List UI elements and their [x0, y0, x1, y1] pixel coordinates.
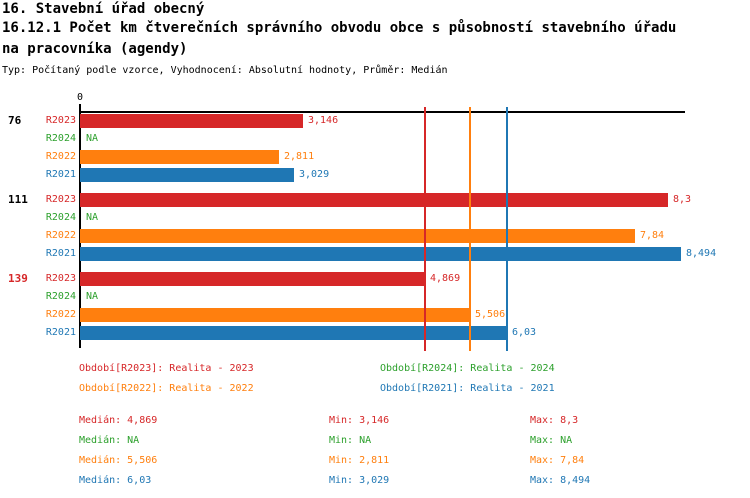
- bar-value-label: 8,3: [673, 194, 692, 205]
- bar-value-label: 4,869: [430, 273, 461, 284]
- group-label: 76: [8, 114, 22, 127]
- bar-na-label: NA: [86, 212, 99, 223]
- report-title-line2: 16.12.1 Počet km čtverečních správního o…: [2, 20, 677, 36]
- bar-row-label: R2024: [45, 212, 76, 223]
- x-axis-zero-label: 0: [76, 92, 84, 103]
- bar-row-label: R2022: [45, 151, 76, 162]
- bar-row-label: R2023: [45, 273, 76, 284]
- bar-value-label: 7,84: [640, 230, 665, 241]
- bar-row-label: R2023: [45, 115, 76, 126]
- legend-item-r2023: Období[R2023]: Realita - 2023: [79, 363, 254, 374]
- bar-row-label: R2022: [45, 230, 76, 241]
- median-line: [469, 107, 471, 351]
- stat-max-r2021: Max: 8,494: [530, 475, 591, 486]
- y-axis-line: [79, 104, 81, 348]
- report-subtitle: Typ: Počítaný podle vzorce, Vyhodnocení:…: [2, 65, 448, 76]
- stat-min-r2021: Min: 3,029: [329, 475, 390, 486]
- bar: [80, 193, 668, 207]
- group-label: 139: [8, 272, 28, 285]
- stat-max-r2023: Max: 8,3: [530, 415, 579, 426]
- stat-median-r2024: Medián: NA: [79, 435, 140, 446]
- stat-median-r2022: Medián: 5,506: [79, 455, 158, 466]
- legend-item-r2021: Období[R2021]: Realita - 2021: [380, 383, 555, 394]
- bar-value-label: 6,03: [512, 327, 537, 338]
- bar-row-label: R2024: [45, 291, 76, 302]
- stat-min-r2024: Min: NA: [329, 435, 372, 446]
- bar-row-label: R2021: [45, 327, 76, 338]
- bar-na-label: NA: [86, 133, 99, 144]
- bar-row-label: R2021: [45, 169, 76, 180]
- legend-item-r2022: Období[R2022]: Realita - 2022: [79, 383, 254, 394]
- bar: [80, 272, 425, 286]
- bar-row-label: R2022: [45, 309, 76, 320]
- bar: [80, 229, 635, 243]
- stat-max-r2022: Max: 7,84: [530, 455, 585, 466]
- bar: [80, 247, 681, 261]
- group-label: 111: [8, 193, 28, 206]
- stat-min-r2022: Min: 2,811: [329, 455, 390, 466]
- median-line: [506, 107, 508, 351]
- bar-value-label: 2,811: [284, 151, 315, 162]
- legend-item-r2024: Období[R2024]: Realita - 2024: [380, 363, 555, 374]
- stat-median-r2023: Medián: 4,869: [79, 415, 158, 426]
- bar-na-label: NA: [86, 291, 99, 302]
- report-title-line3: na pracovníka (agendy): [2, 41, 188, 57]
- bar: [80, 326, 507, 340]
- stat-min-r2023: Min: 3,146: [329, 415, 390, 426]
- bar: [80, 168, 294, 182]
- bar-value-label: 8,494: [686, 248, 717, 259]
- median-line: [424, 107, 426, 351]
- bar-value-label: 3,146: [308, 115, 339, 126]
- bar-value-label: 5,506: [475, 309, 506, 320]
- bar-row-label: R2021: [45, 248, 76, 259]
- bar: [80, 150, 279, 164]
- bar: [80, 308, 470, 322]
- bar: [80, 114, 303, 128]
- x-axis-top-line: [80, 111, 685, 113]
- stat-max-r2024: Max: NA: [530, 435, 573, 446]
- bar-value-label: 3,029: [299, 169, 330, 180]
- bar-row-label: R2024: [45, 133, 76, 144]
- report-title-line1: 16. Stavební úřad obecný: [2, 1, 205, 17]
- stat-median-r2021: Medián: 6,03: [79, 475, 152, 486]
- bar-row-label: R2023: [45, 194, 76, 205]
